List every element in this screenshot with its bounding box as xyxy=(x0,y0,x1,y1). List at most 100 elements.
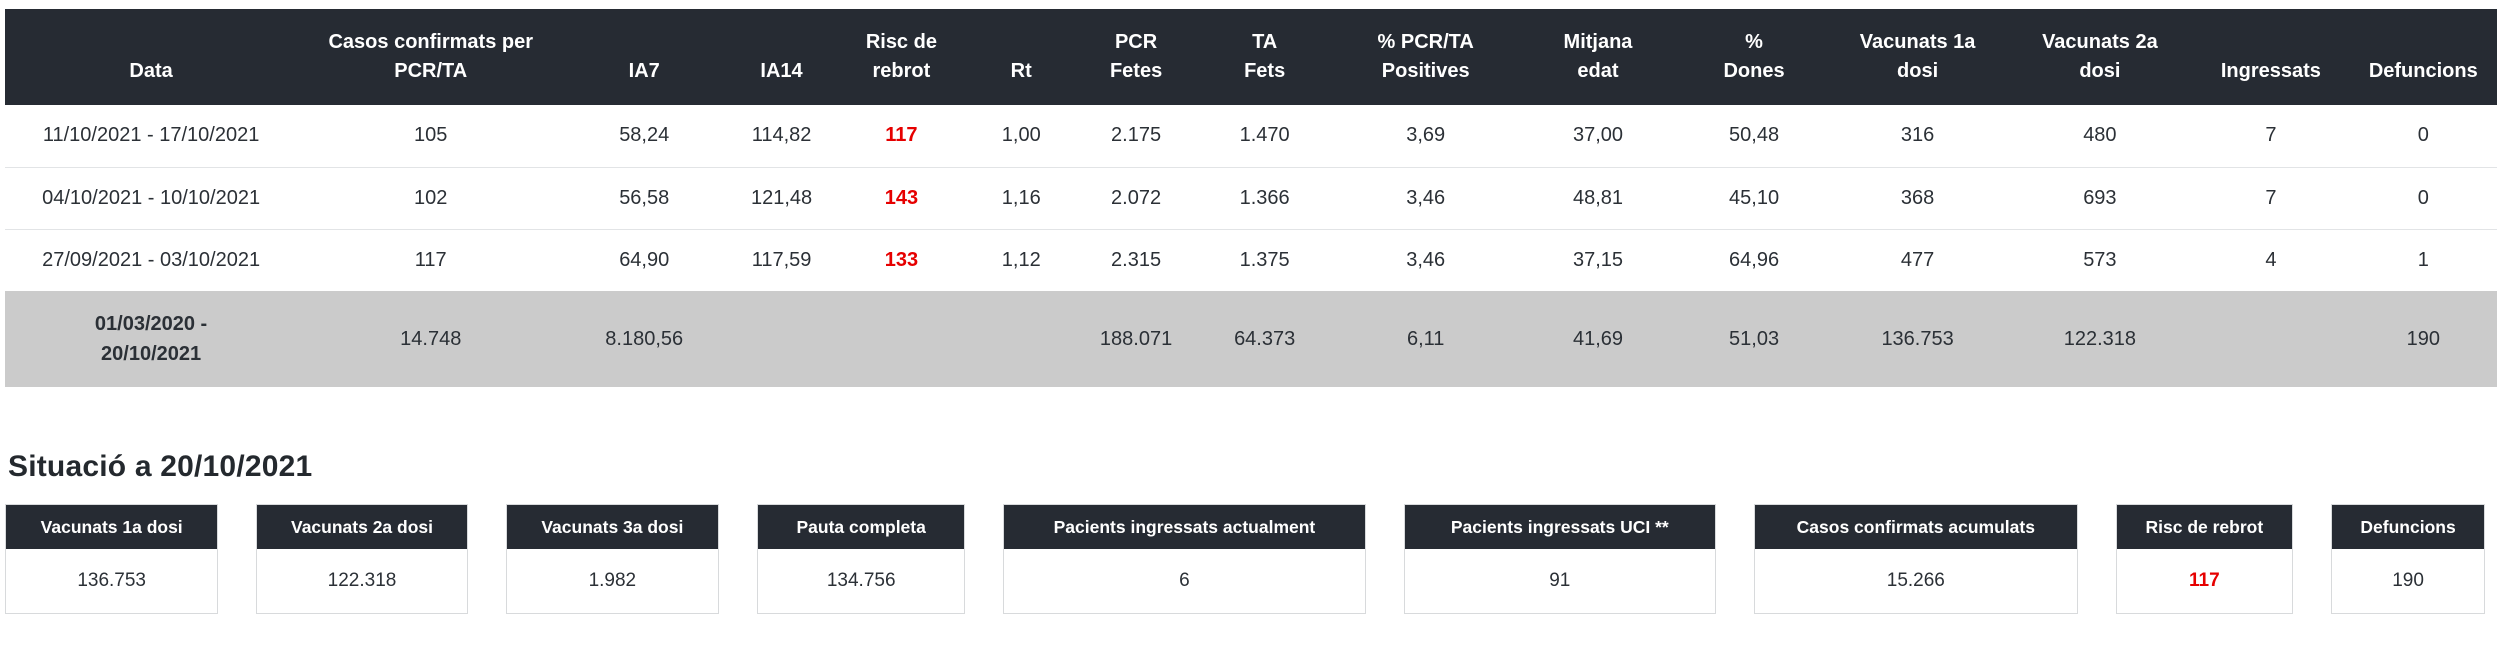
cell-ia7: 58,24 xyxy=(619,124,670,147)
column-header-rt: Rt xyxy=(963,9,1079,105)
cell-vacunats-2a: 122.318 xyxy=(2063,327,2137,350)
cell-pct-dones: 45,10 xyxy=(1680,166,1828,229)
cell-vacunats-1a: 477 xyxy=(1827,228,2008,291)
card-value: 15.266 xyxy=(1886,570,1945,591)
cell-ingressats: 7 xyxy=(2192,166,2350,229)
cell-defuncions: 0 xyxy=(2349,166,2497,229)
cell-mitjana-edat: 41,69 xyxy=(1572,327,1624,350)
cell-risc-de-rebrot: 117 xyxy=(885,124,918,147)
cell-ta-fets: 64.373 xyxy=(1234,327,1296,350)
cell-casos: 14.748 xyxy=(400,327,462,350)
card-value: 134.756 xyxy=(826,570,896,591)
cell-ia14: 121,48 xyxy=(724,166,839,229)
cell-rt: 1,00 xyxy=(1001,124,1041,147)
card-label: Vacunats 2a dosi xyxy=(257,505,467,549)
cell-defuncions: 190 xyxy=(2406,327,2440,350)
card-label: Vacunats 1a dosi xyxy=(6,505,218,549)
cell-pct-positives: 6,11 xyxy=(1406,327,1445,350)
cell-pcr-fetes: 2.072 xyxy=(1078,166,1194,229)
column-header-pct-dones: % Dones xyxy=(1680,9,1828,105)
card-value: 6 xyxy=(1179,570,1190,591)
table-row: 04/10/2021 - 10/10/2021 102 56,58 121,48… xyxy=(5,166,2497,229)
table-row: 27/09/2021 - 03/10/2021 117 64,90 117,59… xyxy=(5,228,2497,291)
card-value: 117 xyxy=(2189,570,2220,591)
cell-pcr-fetes: 188.071 xyxy=(1099,327,1173,350)
section-title-situacio: Situació a 20/10/2021 xyxy=(8,450,313,483)
card-vacunats-1a-dosi: Vacunats 1a dosi 136.753 xyxy=(5,504,219,614)
card-label: Risc de rebrot xyxy=(2116,505,2293,549)
cell-pct-dones: 50,48 xyxy=(1729,124,1780,147)
cell-pct-dones: 64,96 xyxy=(1680,228,1828,291)
cell-pct-positives: 3,69 xyxy=(1406,124,1446,147)
cell-risc-de-rebrot: 133 xyxy=(838,228,964,291)
card-label: Pacients ingressats actualment xyxy=(1004,505,1365,549)
cell-data: 04/10/2021 - 10/10/2021 xyxy=(5,166,298,229)
cell-ia14 xyxy=(724,291,839,387)
summary-cards: Vacunats 1a dosi 136.753 Vacunats 2a dos… xyxy=(5,504,2485,614)
cell-vacunats-2a: 480 xyxy=(2083,124,2117,147)
card-value: 136.753 xyxy=(77,570,146,591)
cell-data: 27/09/2021 - 03/10/2021 xyxy=(5,228,298,291)
table-header: Data Casos confirmats per PCR/TA IA7 IA1… xyxy=(5,9,2497,105)
cell-ta-fets: 1.470 xyxy=(1239,124,1290,147)
card-value: 190 xyxy=(2392,570,2424,591)
covid-dashboard: Data Casos confirmats per PCR/TA IA7 IA1… xyxy=(5,9,2497,614)
card-label: Pacients ingressats UCI ** xyxy=(1404,505,1716,549)
cell-defuncions: 1 xyxy=(2349,228,2497,291)
cell-pcr-fetes: 2.315 xyxy=(1078,228,1194,291)
column-header-data: Data xyxy=(5,9,298,105)
card-label: Pauta completa xyxy=(758,505,965,549)
card-risc-de-rebrot: Risc de rebrot 117 xyxy=(2115,504,2294,614)
cell-ingressats: 4 xyxy=(2192,228,2350,291)
cell-data-total-period: 01/03/2020 - 20/10/2021 xyxy=(94,313,208,365)
table-row: 11/10/2021 - 17/10/2021 105 58,24 114,82… xyxy=(5,105,2497,167)
cell-rt xyxy=(964,291,1079,387)
cell-mitjana-edat: 37,15 xyxy=(1515,228,1681,291)
cell-casos: 117 xyxy=(297,228,565,291)
column-header-pcr-fetes: PCR Fetes xyxy=(1078,9,1194,105)
card-defuncions: Defuncions 190 xyxy=(2331,504,2485,614)
cell-ia7: 8.180,56 xyxy=(605,327,684,350)
card-label: Defuncions xyxy=(2332,505,2484,549)
card-pauta-completa: Pauta completa 134.756 xyxy=(757,504,966,614)
cell-ia14: 117,59 xyxy=(724,228,839,291)
cell-mitjana-edat: 48,81 xyxy=(1515,166,1681,229)
cell-vacunats-2a: 693 xyxy=(2007,166,2193,229)
column-header-defuncions: Defuncions xyxy=(2349,9,2497,105)
cell-mitjana-edat: 37,00 xyxy=(1572,124,1624,147)
card-vacunats-3a-dosi: Vacunats 3a dosi 1.982 xyxy=(505,504,719,614)
cell-defuncions: 0 xyxy=(2417,124,2429,147)
column-header-mitjana-edat: Mitjana edat xyxy=(1515,9,1681,105)
table-header-row: Data Casos confirmats per PCR/TA IA7 IA1… xyxy=(5,9,2497,105)
cell-data: 11/10/2021 - 17/10/2021 xyxy=(42,124,260,147)
cell-rt: 1,16 xyxy=(963,166,1079,229)
card-label: Casos confirmats acumulats xyxy=(1755,505,2077,549)
column-header-risc-de-rebrot: Risc de rebrot xyxy=(838,9,964,105)
weekly-stats-table: Data Casos confirmats per PCR/TA IA7 IA1… xyxy=(5,9,2497,387)
cell-pct-dones: 51,03 xyxy=(1729,327,1780,350)
column-header-pct-pcr-ta-positives: % PCR/TA Positives xyxy=(1335,9,1516,105)
card-pacients-ingressats-uci: Pacients ingressats UCI ** 91 xyxy=(1403,504,1717,614)
column-header-ia7: IA7 xyxy=(564,9,725,105)
card-value: 91 xyxy=(1549,570,1571,591)
card-pacients-ingressats-actualment: Pacients ingressats actualment 6 xyxy=(1003,504,1366,614)
card-vacunats-2a-dosi: Vacunats 2a dosi 122.318 xyxy=(256,504,468,614)
cell-casos: 105 xyxy=(414,124,448,147)
cell-rt: 1,12 xyxy=(963,228,1079,291)
card-value: 122.318 xyxy=(327,570,397,591)
card-casos-confirmats-acumulats: Casos confirmats acumulats 15.266 xyxy=(1754,504,2078,614)
column-header-vacunats-1a-dosi: Vacunats 1a dosi xyxy=(1827,9,2008,105)
cell-ta-fets: 1.366 xyxy=(1193,166,1336,229)
cell-ingressats: 7 xyxy=(2265,124,2277,147)
cell-risc-de-rebrot xyxy=(839,291,964,387)
cell-ia7: 64,90 xyxy=(564,228,725,291)
cell-ia14: 114,82 xyxy=(751,124,812,147)
column-header-ia14: IA14 xyxy=(724,9,839,105)
column-header-ta-fets: TA Fets xyxy=(1193,9,1336,105)
table-summary-row: 01/03/2020 - 20/10/2021 14.748 8.180,56 … xyxy=(5,291,2497,387)
cell-pct-positives: 3,46 xyxy=(1335,166,1516,229)
cell-casos: 102 xyxy=(297,166,565,229)
cell-pcr-fetes: 2.175 xyxy=(1111,124,1162,147)
cell-vacunats-2a: 573 xyxy=(2007,228,2193,291)
cell-vacunats-1a: 316 xyxy=(1900,124,1935,147)
